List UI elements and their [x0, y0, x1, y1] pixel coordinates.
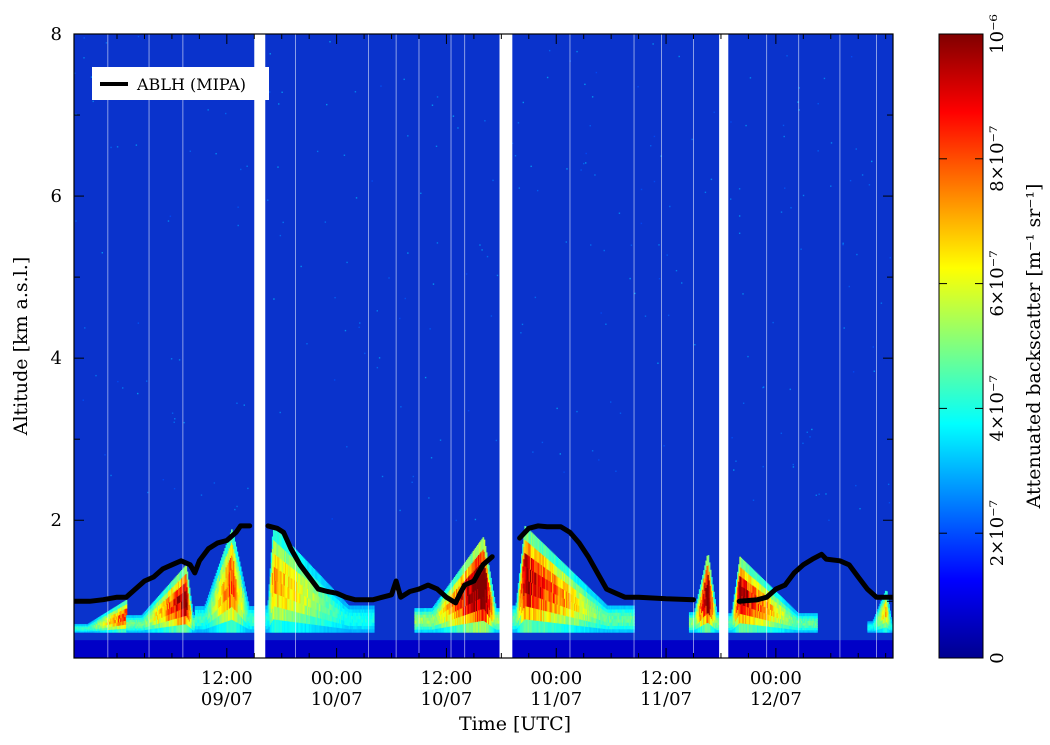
ablh-line	[74, 523, 253, 604]
x-tick-time: 00:00	[530, 668, 582, 689]
colorbar-tick-label: 10⁻⁶	[987, 14, 1008, 54]
ablh-line	[736, 551, 893, 604]
x-tick-time: 12:00	[201, 668, 253, 689]
x-axis: 12:0009/0700:0010/0712:0010/0700:0011/07…	[116, 34, 887, 710]
data-gap	[719, 34, 729, 658]
x-tick-date: 09/07	[201, 689, 253, 710]
x-tick-date: 10/07	[421, 689, 473, 710]
legend: ABLH (MIPA)	[92, 67, 269, 100]
colorbar-tick-label: 0	[987, 652, 1008, 663]
colorbar-title: Attenuated backscatter [m⁻¹ sr⁻¹]	[1023, 184, 1045, 510]
plot-frame	[73, 33, 894, 659]
plot-area	[74, 34, 893, 658]
y-tick-label: 2	[51, 510, 62, 531]
colorbar-tick-label: 8×10⁻⁷	[987, 126, 1008, 192]
data-gap	[499, 34, 513, 658]
x-tick-time: 00:00	[750, 668, 802, 689]
colorbar-tick-label: 2×10⁻⁷	[987, 500, 1008, 566]
y-axis-title: Altitude [km a.s.l.]	[10, 257, 32, 437]
y-tick-label: 4	[51, 348, 62, 369]
x-tick-date: 11/07	[530, 689, 582, 710]
colorbar: 0 2×10⁻⁷ 4×10⁻⁷ 6×10⁻⁷ 8×10⁻⁷ 10⁻⁶ Attenuated…	[938, 14, 1045, 664]
data-gaps	[254, 34, 729, 658]
x-tick-time: 12:00	[640, 668, 692, 689]
ablh-line	[517, 523, 696, 603]
y-tick-label: 6	[51, 186, 62, 207]
x-tick-time: 00:00	[311, 668, 363, 689]
legend-entry: ABLH (MIPA)	[136, 75, 246, 94]
colorbar-tick-label: 6×10⁻⁷	[987, 251, 1008, 317]
x-tick-date: 12/07	[750, 689, 802, 710]
x-tick-date: 11/07	[640, 689, 692, 710]
y-axis: 2 4 6 8	[51, 24, 893, 602]
ablh-line	[265, 523, 495, 606]
colorbar-ramp	[938, 33, 984, 659]
colorbar-tick-label: 4×10⁻⁷	[987, 375, 1008, 441]
x-tick-date: 10/07	[311, 689, 363, 710]
y-tick-label: 8	[51, 24, 62, 45]
data-gap	[254, 34, 266, 658]
x-axis-title: Time [UTC]	[459, 713, 571, 735]
x-tick-time: 12:00	[421, 668, 473, 689]
